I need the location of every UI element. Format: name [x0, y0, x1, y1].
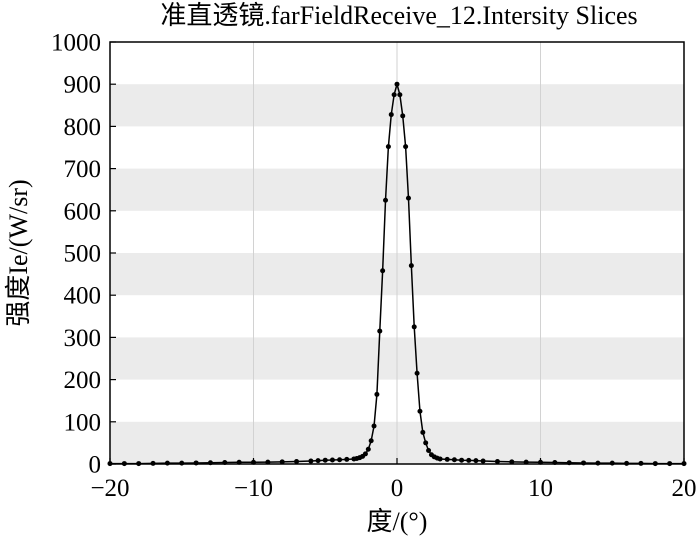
data-point [397, 92, 403, 98]
y-tick-label: 600 [64, 198, 102, 225]
data-point [609, 460, 615, 466]
data-point [344, 456, 350, 462]
data-point [509, 459, 515, 465]
data-point [444, 456, 450, 462]
y-tick-label: 0 [89, 452, 102, 479]
y-tick-label: 200 [64, 367, 102, 394]
data-point [451, 457, 457, 463]
data-point [315, 458, 321, 464]
y-tick-label: 900 [64, 72, 102, 99]
x-tick-label: −20 [90, 475, 129, 502]
data-point [411, 324, 417, 330]
data-point [337, 457, 343, 463]
data-point [403, 144, 409, 150]
data-point [362, 451, 368, 457]
data-point [329, 457, 335, 463]
data-point [417, 408, 423, 414]
y-tick-label: 100 [64, 409, 102, 436]
y-axis-label: 强度Ie/(W/sr) [4, 179, 33, 326]
data-point [405, 195, 411, 201]
data-point [473, 458, 479, 464]
data-point [414, 370, 420, 376]
y-tick-label: 800 [64, 114, 102, 141]
y-tick-labels: 0 100 200 300 400 500 600 700 800 900 1000 [51, 30, 101, 479]
data-point [388, 112, 394, 118]
x-tick-label: 0 [391, 475, 404, 502]
data-point [374, 391, 380, 397]
grid-lines [253, 42, 541, 464]
data-point [426, 448, 432, 453]
data-point [494, 458, 500, 464]
data-point [437, 456, 443, 462]
data-point [179, 460, 185, 466]
data-point [377, 328, 383, 334]
data-point [380, 268, 386, 274]
data-point [368, 438, 374, 444]
y-tick-label: 500 [64, 241, 102, 268]
y-tick-label: 300 [64, 325, 102, 352]
data-point [459, 457, 465, 463]
data-point [408, 263, 414, 269]
data-point [164, 460, 170, 466]
data-point [365, 446, 371, 452]
plot-area [107, 41, 687, 467]
data-point [294, 458, 300, 464]
data-point [308, 458, 314, 464]
y-tick-label: 400 [64, 283, 102, 310]
data-point [322, 457, 328, 463]
x-tick-label: 10 [528, 475, 553, 502]
data-point [391, 92, 397, 98]
data-point [394, 81, 400, 87]
chart-title: 准直透镜.farFieldReceive_12.Intersity Slices [160, 1, 637, 30]
x-axis-label: 度/(°) [367, 507, 428, 536]
x-tick-labels: −20 −10 0 10 20 [90, 475, 696, 502]
data-point [420, 429, 426, 435]
data-point [385, 144, 391, 150]
data-point [279, 459, 285, 465]
x-tick-label: −10 [234, 475, 273, 502]
y-tick-label: 1000 [51, 30, 101, 57]
data-point [371, 423, 377, 429]
data-point [400, 113, 406, 119]
y-tick-label: 700 [64, 156, 102, 183]
data-point [383, 197, 389, 203]
tick-marks [109, 41, 685, 465]
data-point [466, 457, 472, 463]
data-point [480, 458, 486, 464]
data-point [423, 440, 429, 446]
data-point [595, 460, 601, 466]
x-tick-label: 20 [672, 475, 697, 502]
